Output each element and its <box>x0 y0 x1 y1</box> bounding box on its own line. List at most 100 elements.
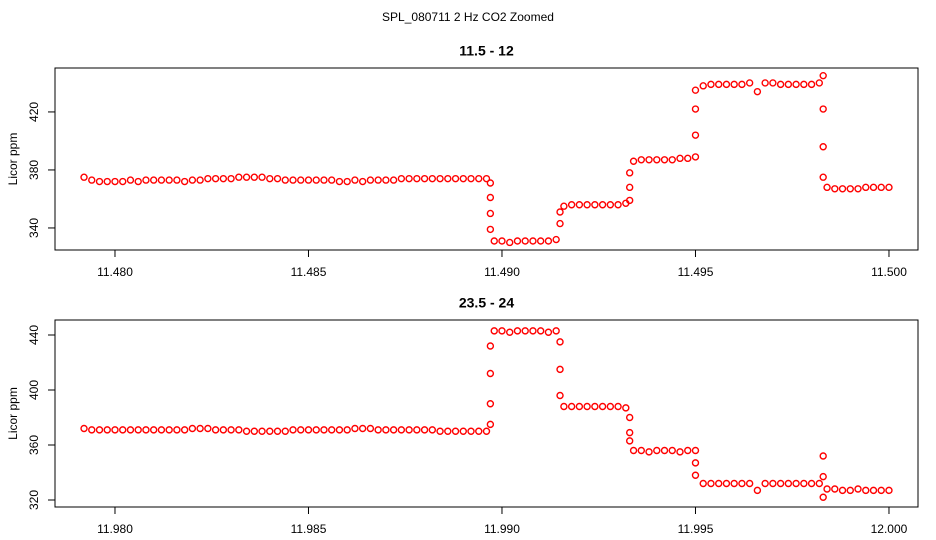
data-point <box>691 459 700 467</box>
data-point <box>819 173 827 181</box>
data-point <box>854 485 862 493</box>
data-point <box>625 169 634 177</box>
data-point <box>134 177 142 186</box>
data-point <box>180 177 189 186</box>
data-point <box>691 86 700 94</box>
data-point <box>486 400 495 408</box>
data-point <box>560 402 568 411</box>
panel-title: 11.5 - 12 <box>459 43 514 59</box>
data-point <box>227 174 235 183</box>
data-point <box>374 176 382 184</box>
data-point <box>289 176 297 184</box>
data-point <box>142 176 150 184</box>
data-point <box>560 202 568 210</box>
data-point <box>389 176 398 184</box>
panel-title: 23.5 - 24 <box>459 295 514 311</box>
data-point <box>552 327 560 335</box>
data-point <box>831 185 839 193</box>
data-point <box>157 426 166 434</box>
x-tick-label: 11.985 <box>291 522 327 536</box>
data-point <box>544 328 553 336</box>
data-point <box>119 177 127 186</box>
data-point <box>196 424 204 433</box>
data-point <box>266 427 274 435</box>
data-point <box>405 426 413 434</box>
data-point <box>235 426 243 434</box>
data-point <box>598 402 607 411</box>
data-point <box>103 177 111 186</box>
y-tick-label: 320 <box>27 490 41 510</box>
y-axis-label: Licor ppm <box>6 387 20 440</box>
data-point <box>459 174 467 183</box>
data-point <box>591 402 599 411</box>
data-point <box>80 173 88 181</box>
y-tick-label: 440 <box>27 325 41 345</box>
data-point <box>490 327 498 335</box>
plot-frame <box>54 319 919 508</box>
data-point <box>761 79 769 87</box>
data-point <box>815 479 824 488</box>
data-point <box>149 426 158 434</box>
data-point <box>413 426 421 434</box>
data-point <box>691 105 700 113</box>
data-point <box>498 327 506 335</box>
data-point <box>529 237 537 245</box>
data-point <box>625 196 634 205</box>
data-point <box>676 154 684 163</box>
data-point <box>885 183 893 192</box>
data-point <box>506 328 514 336</box>
data-point <box>475 174 483 183</box>
data-point <box>297 176 305 184</box>
data-point <box>676 448 684 456</box>
data-point <box>297 426 305 434</box>
data-point <box>807 479 816 488</box>
data-point <box>235 173 243 181</box>
data-point <box>242 173 251 181</box>
data-point <box>869 183 878 192</box>
data-point <box>397 174 406 183</box>
data-point <box>846 185 854 193</box>
data-point <box>413 174 421 183</box>
data-point <box>428 426 437 434</box>
x-tick-label: 11.495 <box>678 265 714 279</box>
data-point <box>819 493 827 501</box>
data-point <box>320 176 328 184</box>
data-point <box>219 174 228 183</box>
data-point <box>556 365 564 374</box>
data-point <box>366 176 375 184</box>
data-point <box>691 131 700 139</box>
data-point <box>227 426 235 434</box>
data-point <box>351 424 359 433</box>
data-point <box>513 237 522 245</box>
data-point <box>119 426 127 434</box>
data-point <box>745 479 754 488</box>
data-point <box>328 176 336 184</box>
data-point <box>784 80 793 89</box>
y-axis-label: Licor ppm <box>6 133 20 186</box>
data-point <box>629 157 638 165</box>
data-point <box>691 471 700 479</box>
data-point <box>819 143 827 151</box>
data-point <box>769 79 777 87</box>
data-point <box>196 176 204 184</box>
data-point <box>281 176 289 184</box>
data-point <box>95 426 104 434</box>
data-point <box>250 427 259 435</box>
x-tick-label: 11.995 <box>678 522 714 536</box>
data-point <box>506 238 514 247</box>
data-point <box>173 426 181 434</box>
data-point <box>459 427 467 435</box>
data-point <box>242 427 251 435</box>
data-point <box>684 446 692 455</box>
y-tick-label: 360 <box>27 435 41 455</box>
figure-title: SPL_080711 2 Hz CO2 Zoomed <box>382 10 554 24</box>
data-point <box>95 177 104 186</box>
data-point <box>436 427 444 435</box>
data-point <box>436 174 444 183</box>
data-point <box>552 235 560 244</box>
data-point <box>188 424 197 433</box>
data-point <box>165 176 173 184</box>
data-point <box>157 176 166 184</box>
data-point <box>645 156 653 164</box>
data-point <box>776 80 785 89</box>
